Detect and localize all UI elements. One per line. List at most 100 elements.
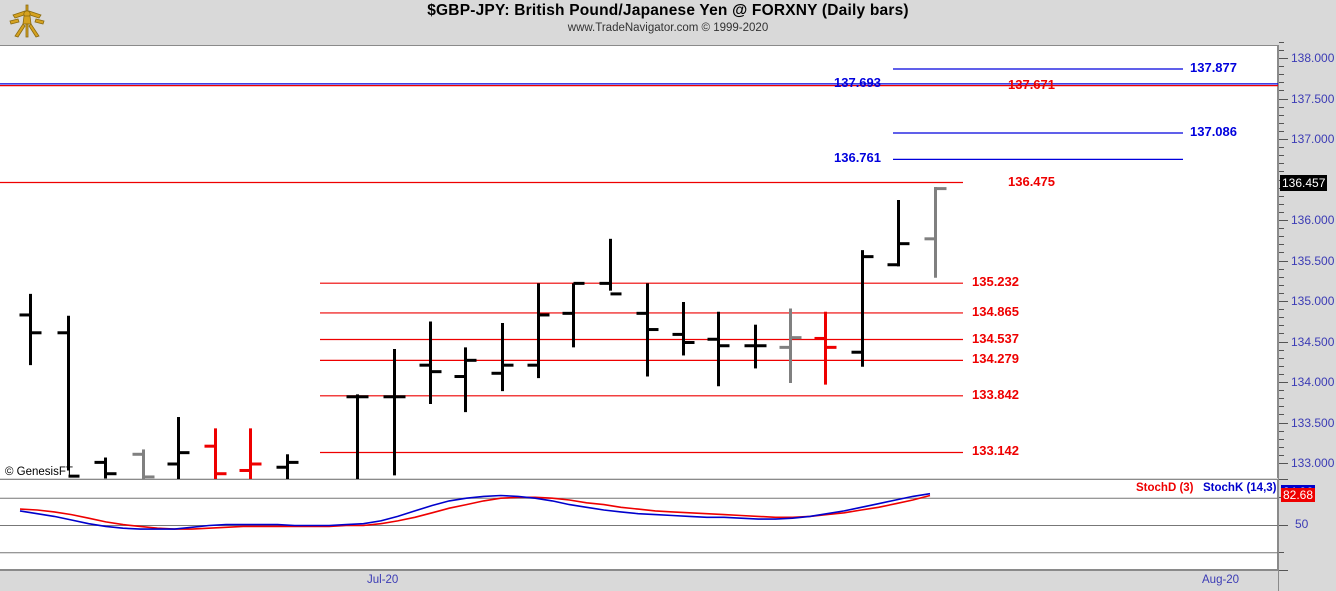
ohlc-bar[interactable] [454, 347, 477, 413]
stoch-axis-tick [1279, 479, 1288, 480]
price-axis-minor-tick [1279, 228, 1284, 230]
price-axis-minor-tick [1279, 236, 1284, 238]
price-axis-minor-tick [1279, 66, 1284, 68]
ohlc-bar[interactable] [491, 323, 514, 392]
price-axis-minor-tick [1279, 292, 1284, 294]
ohlc-bar[interactable] [562, 281, 585, 348]
price-axis-tick [1279, 58, 1288, 59]
stoch-d-line[interactable] [19, 494, 931, 530]
price-level-label[interactable]: 134.537 [972, 330, 1019, 346]
price-axis-minor-tick [1279, 252, 1284, 254]
price-axis-tick [1279, 139, 1288, 140]
ohlc-bar[interactable] [527, 283, 550, 379]
price-axis-minor-tick [1279, 122, 1284, 124]
price-level-label[interactable]: 133.842 [972, 386, 1019, 402]
price-axis-label: 133.500 [1291, 415, 1335, 430]
chart-header: $GBP-JPY: British Pound/Japanese Yen @ F… [0, 0, 1336, 45]
price-level-label[interactable]: 137.671 [1008, 76, 1055, 92]
price-axis-minor-tick [1279, 406, 1284, 408]
ohlc-bar[interactable] [419, 321, 442, 405]
price-level-label[interactable]: 136.761 [834, 150, 881, 166]
stoch-axis-tick [1279, 570, 1288, 571]
price-axis-tick [1279, 260, 1288, 262]
ohlc-bar[interactable] [132, 449, 155, 481]
price-axis-minor-tick [1279, 195, 1284, 197]
ohlc-bar[interactable] [276, 454, 299, 481]
ohlc-bar[interactable] [924, 186, 947, 278]
ohlc-bar[interactable] [744, 324, 767, 369]
price-axis-minor-tick [1279, 309, 1284, 311]
price-axis-tick [1279, 463, 1288, 464]
price-axis-tick [1279, 341, 1288, 343]
price-axis-minor-tick [1279, 333, 1284, 335]
price-axis-minor-tick [1279, 454, 1284, 456]
price-axis-tick [1279, 98, 1288, 100]
price-axis-minor-tick [1279, 147, 1284, 149]
price-axis-minor-tick [1279, 155, 1284, 157]
price-axis-minor-tick [1279, 49, 1284, 51]
ohlc-bar[interactable] [204, 428, 227, 481]
price-axis-minor-tick [1279, 74, 1284, 76]
stoch-axis-minor-tick [1279, 551, 1284, 553]
price-level-label[interactable]: 134.865 [972, 303, 1019, 319]
stoch-k-legend[interactable]: StochK (14,3) [1203, 482, 1277, 494]
price-axis[interactable]: 138.000 137.500 137.000 136.000 135.500 135.0… [1278, 41, 1336, 591]
price-level-label[interactable]: 137.086 [1190, 124, 1237, 140]
price-axis-minor-tick [1279, 365, 1284, 367]
price-axis-minor-tick [1279, 284, 1284, 286]
ohlc-bar[interactable] [383, 348, 406, 476]
price-level-label[interactable]: 134.279 [972, 351, 1019, 367]
price-level-label[interactable]: 137.877 [1190, 59, 1237, 75]
price-axis-minor-tick [1279, 357, 1284, 359]
stoch-axis-tick [1279, 524, 1288, 526]
price-axis-tick [1279, 301, 1288, 302]
price-axis-minor-tick [1279, 211, 1284, 213]
ohlc-bar[interactable] [851, 250, 874, 367]
price-axis-minor-tick [1279, 398, 1284, 400]
price-axis-label: 137.500 [1291, 91, 1335, 106]
price-chart-pane[interactable] [0, 45, 1278, 482]
price-axis-minor-tick [1279, 171, 1284, 173]
ohlc-bar[interactable] [707, 311, 730, 387]
price-axis-minor-tick [1279, 438, 1284, 440]
ohlc-bar[interactable] [57, 315, 80, 478]
ohlc-bar[interactable] [636, 283, 659, 377]
ohlc-bar[interactable] [779, 308, 802, 383]
x-axis [0, 570, 1278, 591]
price-axis-minor-tick [1279, 203, 1284, 205]
stoch-k-line[interactable] [19, 492, 931, 530]
ohlc-bar[interactable] [346, 394, 369, 482]
price-axis-label: 136.000 [1291, 213, 1335, 227]
price-axis-minor-tick [1279, 268, 1284, 270]
price-axis-minor-tick [1279, 325, 1284, 327]
stochastic-pane[interactable]: StochD (3) StochK (14,3) [0, 479, 1278, 570]
price-axis-tick [1279, 422, 1288, 424]
ohlc-bar[interactable] [672, 302, 695, 356]
ohlc-bar[interactable] [19, 293, 42, 366]
price-axis-minor-tick [1279, 82, 1284, 84]
ohlc-bar[interactable] [94, 457, 117, 479]
ohlc-bar[interactable] [167, 417, 190, 481]
price-axis-minor-tick [1279, 114, 1284, 116]
price-level-label[interactable]: 136.475 [1008, 173, 1055, 189]
ohlc-bar[interactable] [814, 311, 837, 385]
price-axis-minor-tick [1279, 373, 1284, 375]
price-level-label[interactable]: 137.693 [834, 74, 881, 90]
price-axis-minor-tick [1279, 276, 1284, 278]
ohlc-bar[interactable] [599, 238, 622, 296]
ohlc-bar[interactable] [887, 199, 910, 267]
stochastic-plot-svg [0, 492, 1278, 554]
price-level-label[interactable]: 133.142 [972, 443, 1019, 459]
price-plot-svg [0, 68, 1278, 482]
x-axis-ticks [0, 570, 1278, 571]
last-price-tag: 136.457 [1280, 174, 1328, 191]
price-axis-label: 135.000 [1291, 294, 1335, 308]
price-axis-minor-tick [1279, 41, 1284, 43]
stoch-d-value-tag: 82.68 [1281, 487, 1316, 502]
x-tick-label-aug: Aug-20 [1202, 574, 1240, 586]
price-axis-minor-tick [1279, 446, 1284, 448]
stoch-d-legend[interactable]: StochD (3) [1136, 482, 1194, 494]
ohlc-bar[interactable] [239, 428, 262, 481]
price-axis-label: 137.000 [1291, 132, 1335, 146]
price-level-label[interactable]: 135.232 [972, 274, 1019, 290]
